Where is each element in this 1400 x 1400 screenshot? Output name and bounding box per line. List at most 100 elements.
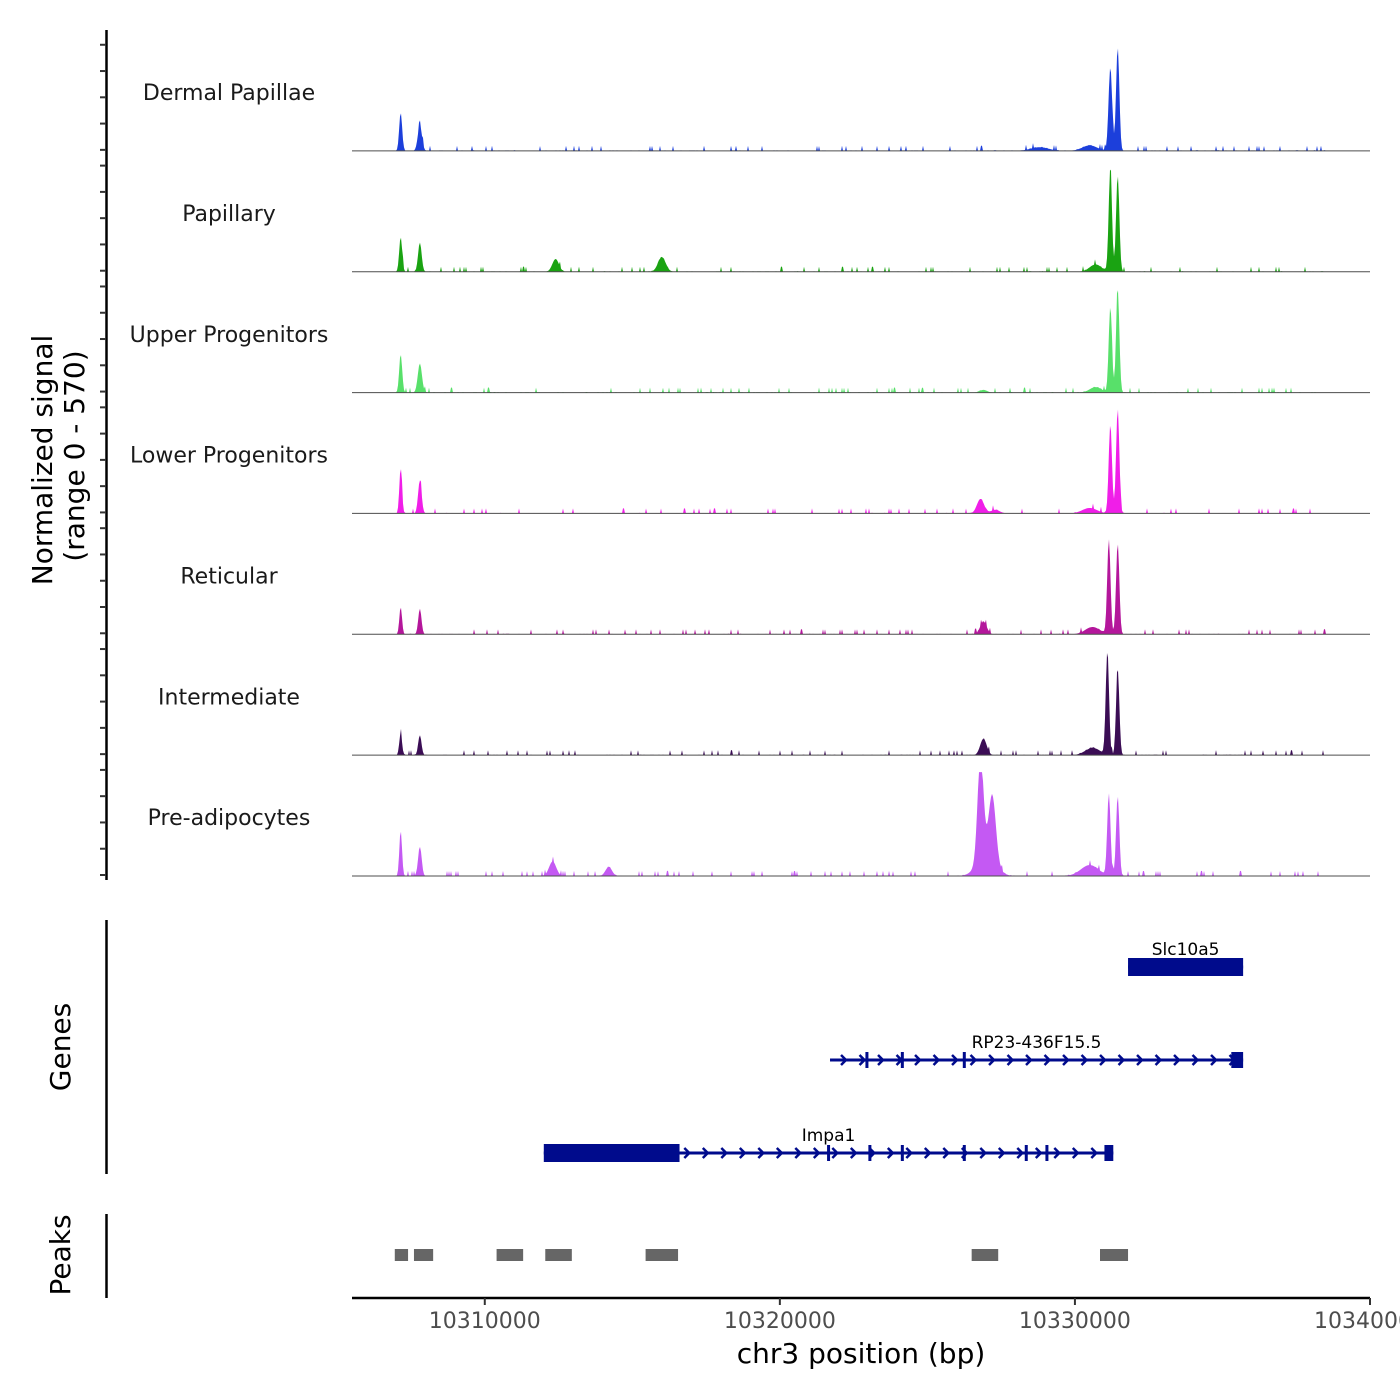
coverage-track: Papillary [182,169,1370,273]
track-label: Reticular [180,565,278,590]
track-label: Dermal Papillae [143,81,315,106]
track-label: Intermediate [158,685,300,710]
strand-chevron [738,1147,747,1159]
peak-region [645,1249,679,1261]
coverage-area [352,409,1370,514]
strand-chevron [1136,1054,1144,1066]
gene-exon [962,1145,966,1161]
strand-chevron [1053,1147,1062,1159]
strand-chevron [1191,1054,1200,1066]
strand-chevron [849,1147,858,1159]
strand-chevron [1071,1147,1080,1159]
peak-region [545,1249,572,1261]
gene-exon [1024,1145,1028,1161]
coverage-track: Upper Progenitors [130,290,1370,394]
strand-chevron [1117,1054,1126,1066]
track-label: Pre-adipocytes [148,806,311,831]
strand-chevron [877,1054,885,1066]
peak-region [1100,1249,1129,1261]
coverage-y-ticks [100,43,106,876]
strand-chevron [1154,1054,1163,1066]
track-label: Upper Progenitors [130,323,329,348]
coverage-track: Lower Progenitors [130,409,1370,514]
strand-chevron [1043,1054,1052,1066]
strand-chevron [1090,1147,1099,1159]
x-axis-title: chr3 position (bp) [737,1337,986,1370]
strand-chevron [997,1147,1006,1159]
gene-exon [1231,1052,1244,1068]
strand-chevron [858,1054,867,1066]
coverage-area [352,48,1370,151]
coverage-area [352,169,1370,272]
gene-tracks: Slc10a5 RP23-436F15.5 Impa1 [543,940,1244,1162]
x-tick-label: 10320000 [724,1309,836,1334]
gene-model: Impa1 [543,1126,1114,1162]
coverage-track: Intermediate [158,653,1370,756]
strand-chevron [979,1147,988,1159]
strand-chevron [1006,1054,1015,1066]
strand-chevron [812,1147,821,1159]
strand-chevron [1016,1147,1025,1159]
peaks-title: Peaks [44,1214,77,1295]
gene-exon [962,1052,966,1068]
strand-chevron [988,1054,996,1066]
coverage-area [352,539,1370,635]
gene-exon [900,1145,904,1161]
strand-chevron [720,1147,729,1159]
peak-region [394,1249,409,1261]
strand-chevron [905,1147,914,1159]
x-axis-ticks: 10310000 10320000 10330000 10340000 [429,1298,1400,1334]
gene-exon [1104,1145,1114,1161]
gene-exon [1128,958,1244,976]
strand-chevron [1062,1054,1070,1066]
strand-chevron [1080,1054,1089,1066]
strand-chevron [886,1147,895,1159]
peak-region [413,1249,434,1261]
gene-exon [865,1052,869,1068]
strand-chevron [775,1147,784,1159]
gene-label: Impa1 [802,1126,856,1146]
gene-exon [543,1144,680,1162]
coverage-track: Pre-adipocytes [148,772,1370,877]
coverage-track: Dermal Papillae [143,48,1370,152]
gene-model: Slc10a5 [1128,940,1244,976]
genes-title: Genes [44,1003,77,1091]
strand-chevron [951,1054,959,1066]
strand-chevron [757,1147,766,1159]
peak-region [971,1249,999,1261]
strand-chevron [942,1147,951,1159]
strand-chevron [932,1054,941,1066]
strand-chevron [923,1147,932,1159]
coverage-area [352,290,1370,393]
strand-chevron [794,1147,803,1159]
peak-regions [394,1249,1129,1261]
strand-chevron [914,1054,922,1066]
strand-chevron [1025,1054,1033,1066]
gene-label: RP23-436F15.5 [972,1033,1102,1053]
coverage-track: Reticular [180,539,1370,635]
gene-model: RP23-436F15.5 [830,1033,1244,1068]
gene-exon [900,1052,904,1068]
strand-chevron [969,1054,978,1066]
coverage-area [352,653,1370,756]
strand-chevron [1034,1147,1043,1159]
peak-region [496,1249,524,1261]
x-tick-label: 10310000 [429,1309,541,1334]
track-label: Papillary [182,202,276,227]
coverage-area [352,772,1370,876]
gene-label: Slc10a5 [1152,940,1220,960]
track-label: Lower Progenitors [130,444,328,469]
coverage-tracks: Dermal Papillae Papillary Upper Progenitor… [130,48,1370,877]
gene-exon [1045,1145,1049,1161]
strand-chevron [701,1147,710,1159]
coverage-y-title-line2: (range 0 - 570) [58,350,91,561]
strand-chevron [831,1147,840,1159]
strand-chevron [840,1054,848,1066]
coverage-y-title-line1: Normalized signal [26,335,59,586]
strand-chevron [1210,1054,1218,1066]
strand-chevron [1099,1054,1107,1066]
strand-chevron [1173,1054,1181,1066]
gene-exon [868,1145,872,1161]
gene-exon [827,1145,831,1161]
